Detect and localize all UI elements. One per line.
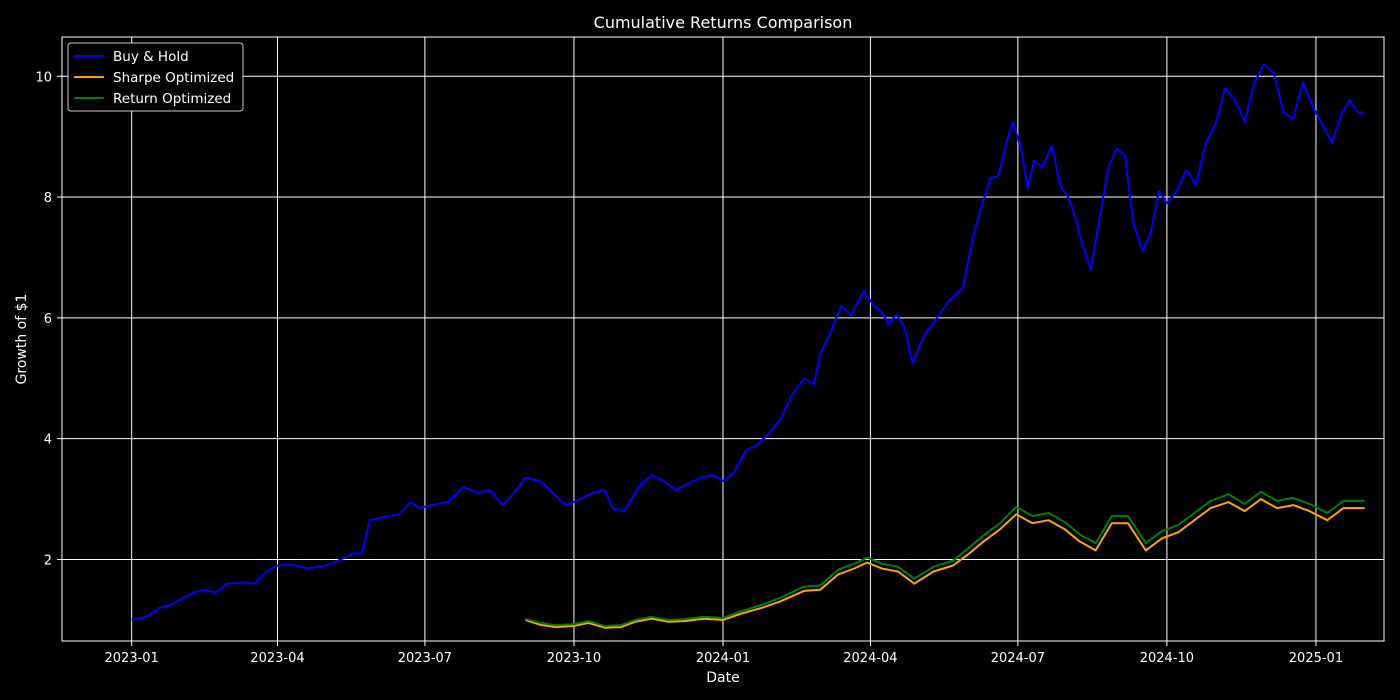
- x-tick-label: 2024-01: [696, 651, 750, 666]
- series-line-buy-hold: [131, 63, 1365, 621]
- x-tick-label: 2024-07: [991, 651, 1045, 666]
- y-tick-label: 8: [44, 191, 52, 206]
- x-tick-label: 2024-10: [1140, 651, 1194, 666]
- axis-ticks: 2023-01 2023-04 2023-07 2023-10 2024-01 2024-…: [35, 70, 1343, 666]
- x-tick-label: 2023-04: [250, 651, 304, 666]
- x-axis-label: Date: [706, 670, 739, 686]
- y-axis-label: Growth of $1: [14, 294, 30, 385]
- x-tick-label: 2024-04: [843, 651, 897, 666]
- y-tick-label: 2: [44, 553, 52, 568]
- x-tick-label: 2025-01: [1289, 651, 1343, 666]
- y-tick-label: 4: [44, 433, 52, 448]
- y-tick-label: 10: [35, 70, 52, 85]
- legend-label: Return Optimized: [113, 91, 231, 107]
- legend-box: [67, 42, 244, 112]
- series-lines: [131, 63, 1365, 629]
- series-line-return-optimized: [525, 490, 1365, 627]
- legend: Buy & Hold Sharpe Optimized Return Optimiz…: [67, 42, 244, 112]
- legend-label: Sharpe Optimized: [113, 70, 234, 86]
- x-tick-label: 2023-10: [547, 651, 601, 666]
- x-tick-label: 2023-07: [398, 651, 452, 666]
- grid-lines: [62, 37, 1384, 641]
- legend-label: Buy & Hold: [113, 49, 189, 65]
- x-tick-label: 2023-01: [105, 651, 159, 666]
- y-tick-label: 6: [44, 312, 52, 327]
- series-line-sharpe-optimized: [524, 498, 1365, 629]
- chart-title: Cumulative Returns Comparison: [594, 13, 853, 32]
